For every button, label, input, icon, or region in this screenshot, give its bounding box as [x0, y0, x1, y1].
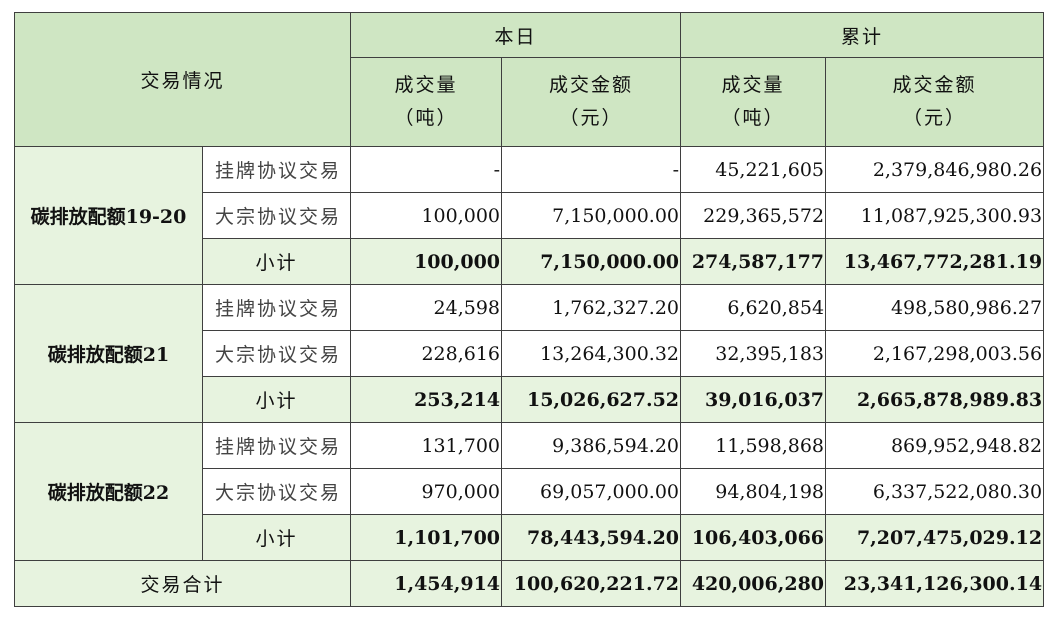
today-amount: 9,386,594.20: [501, 422, 682, 469]
header-row-1: 交易情况 本日 累计: [13, 12, 1045, 147]
cum-amount-header: 成交金额 （元）: [825, 57, 1045, 147]
table-row: 碳排放配额21 挂牌协议交易 24,598 1,762,327.20 6,620…: [14, 284, 1045, 423]
amount-unit: （元）: [559, 107, 623, 129]
trade-summary-table: 交易情况 本日 累计 成交量 （吨） 成交金额 （元） 成交量 （吨） 成交金额…: [13, 12, 1045, 607]
cum-volume: 420,006,280: [680, 560, 827, 607]
today-volume: -: [350, 146, 503, 193]
today-amount: 13,264,300.32: [501, 330, 682, 377]
today-volume-header: 成交量 （吨）: [350, 57, 503, 147]
volume-label: 成交量: [394, 74, 458, 96]
today-volume: 1,454,914: [350, 560, 503, 607]
cum-volume: 11,598,868: [680, 422, 827, 469]
trade-type: 挂牌协议交易: [201, 422, 352, 469]
subtotal-label: 小计: [201, 238, 352, 285]
trade-type: 挂牌协议交易: [201, 284, 352, 331]
cum-volume: 45,221,605: [680, 146, 827, 193]
table-row: 碳排放配额22 挂牌协议交易 131,700 9,386,594.20 11,5…: [14, 422, 1045, 561]
cum-volume: 229,365,572: [680, 192, 827, 239]
subtotal-row: 小计 1,101,700 78,443,594.20 106,403,066 7…: [15, 514, 1045, 561]
cum-amount: 498,580,986.27: [825, 284, 1045, 331]
today-volume: 131,700: [350, 422, 503, 469]
today-amount: 7,150,000.00: [501, 192, 682, 239]
cum-volume: 6,620,854: [680, 284, 827, 331]
amount-label: 成交金额: [549, 74, 634, 96]
today-volume: 970,000: [350, 468, 503, 515]
table-row: 大宗协议交易 970,000 69,057,000.00 94,804,198 …: [15, 468, 1045, 515]
volume-unit: （吨）: [721, 107, 785, 129]
subtotal-label: 小计: [201, 376, 352, 423]
today-amount-header: 成交金额 （元）: [501, 57, 682, 147]
cum-amount: 2,379,846,980.26: [825, 146, 1045, 193]
cumulative-header: 累计: [680, 12, 1045, 58]
corner-header: 交易情况: [13, 12, 352, 147]
group-label: 碳排放配额21: [14, 284, 203, 423]
today-header: 本日: [350, 12, 682, 58]
cum-amount: 11,087,925,300.93: [825, 192, 1045, 239]
cum-volume: 94,804,198: [680, 468, 827, 515]
volume-label: 成交量: [721, 74, 785, 96]
cum-amount: 23,341,126,300.14: [825, 560, 1045, 607]
today-amount: 69,057,000.00: [501, 468, 682, 515]
grand-total-label: 交易合计: [13, 560, 352, 607]
today-amount: -: [501, 146, 682, 193]
subtotal-row: 小计 253,214 15,026,627.52 39,016,037 2,66…: [15, 376, 1045, 423]
today-volume: 24,598: [350, 284, 503, 331]
today-volume: 228,616: [350, 330, 503, 377]
today-amount: 100,620,221.72: [501, 560, 682, 607]
cum-volume-header: 成交量 （吨）: [680, 57, 827, 147]
cum-amount: 2,665,878,989.83: [825, 376, 1045, 423]
table-row: 大宗协议交易 228,616 13,264,300.32 32,395,183 …: [15, 330, 1045, 377]
amount-label: 成交金额: [892, 74, 977, 96]
grand-total-row: 交易合计 1,454,914 100,620,221.72 420,006,28…: [13, 560, 1045, 607]
trade-type: 挂牌协议交易: [201, 146, 352, 193]
today-volume: 100,000: [350, 238, 503, 285]
cum-amount: 7,207,475,029.12: [825, 514, 1045, 561]
table-row: 大宗协议交易 100,000 7,150,000.00 229,365,572 …: [15, 192, 1045, 239]
today-amount: 78,443,594.20: [501, 514, 682, 561]
cum-amount: 6,337,522,080.30: [825, 468, 1045, 515]
today-volume: 100,000: [350, 192, 503, 239]
today-volume: 1,101,700: [350, 514, 503, 561]
cum-amount: 2,167,298,003.56: [825, 330, 1045, 377]
cum-volume: 106,403,066: [680, 514, 827, 561]
group-label: 碳排放配额19-20: [14, 146, 203, 285]
trade-type: 大宗协议交易: [201, 468, 352, 515]
header-row-2: 成交量 （吨） 成交金额 （元） 成交量 （吨） 成交金额 （元）: [15, 57, 1045, 147]
group-label: 碳排放配额22: [14, 422, 203, 561]
today-amount: 7,150,000.00: [501, 238, 682, 285]
cum-amount: 869,952,948.82: [825, 422, 1045, 469]
cum-volume: 32,395,183: [680, 330, 827, 377]
subtotal-row: 小计 100,000 7,150,000.00 274,587,177 13,4…: [15, 238, 1045, 285]
today-volume: 253,214: [350, 376, 503, 423]
subtotal-label: 小计: [201, 514, 352, 561]
trade-type: 大宗协议交易: [201, 192, 352, 239]
table-row: 碳排放配额19-20 挂牌协议交易 - - 45,221,605 2,379,8…: [14, 146, 1045, 285]
cum-amount: 13,467,772,281.19: [825, 238, 1045, 285]
amount-unit: （元）: [903, 107, 967, 129]
today-amount: 1,762,327.20: [501, 284, 682, 331]
today-amount: 15,026,627.52: [501, 376, 682, 423]
trade-type: 大宗协议交易: [201, 330, 352, 377]
volume-unit: （吨）: [394, 107, 458, 129]
cum-volume: 274,587,177: [680, 238, 827, 285]
cum-volume: 39,016,037: [680, 376, 827, 423]
